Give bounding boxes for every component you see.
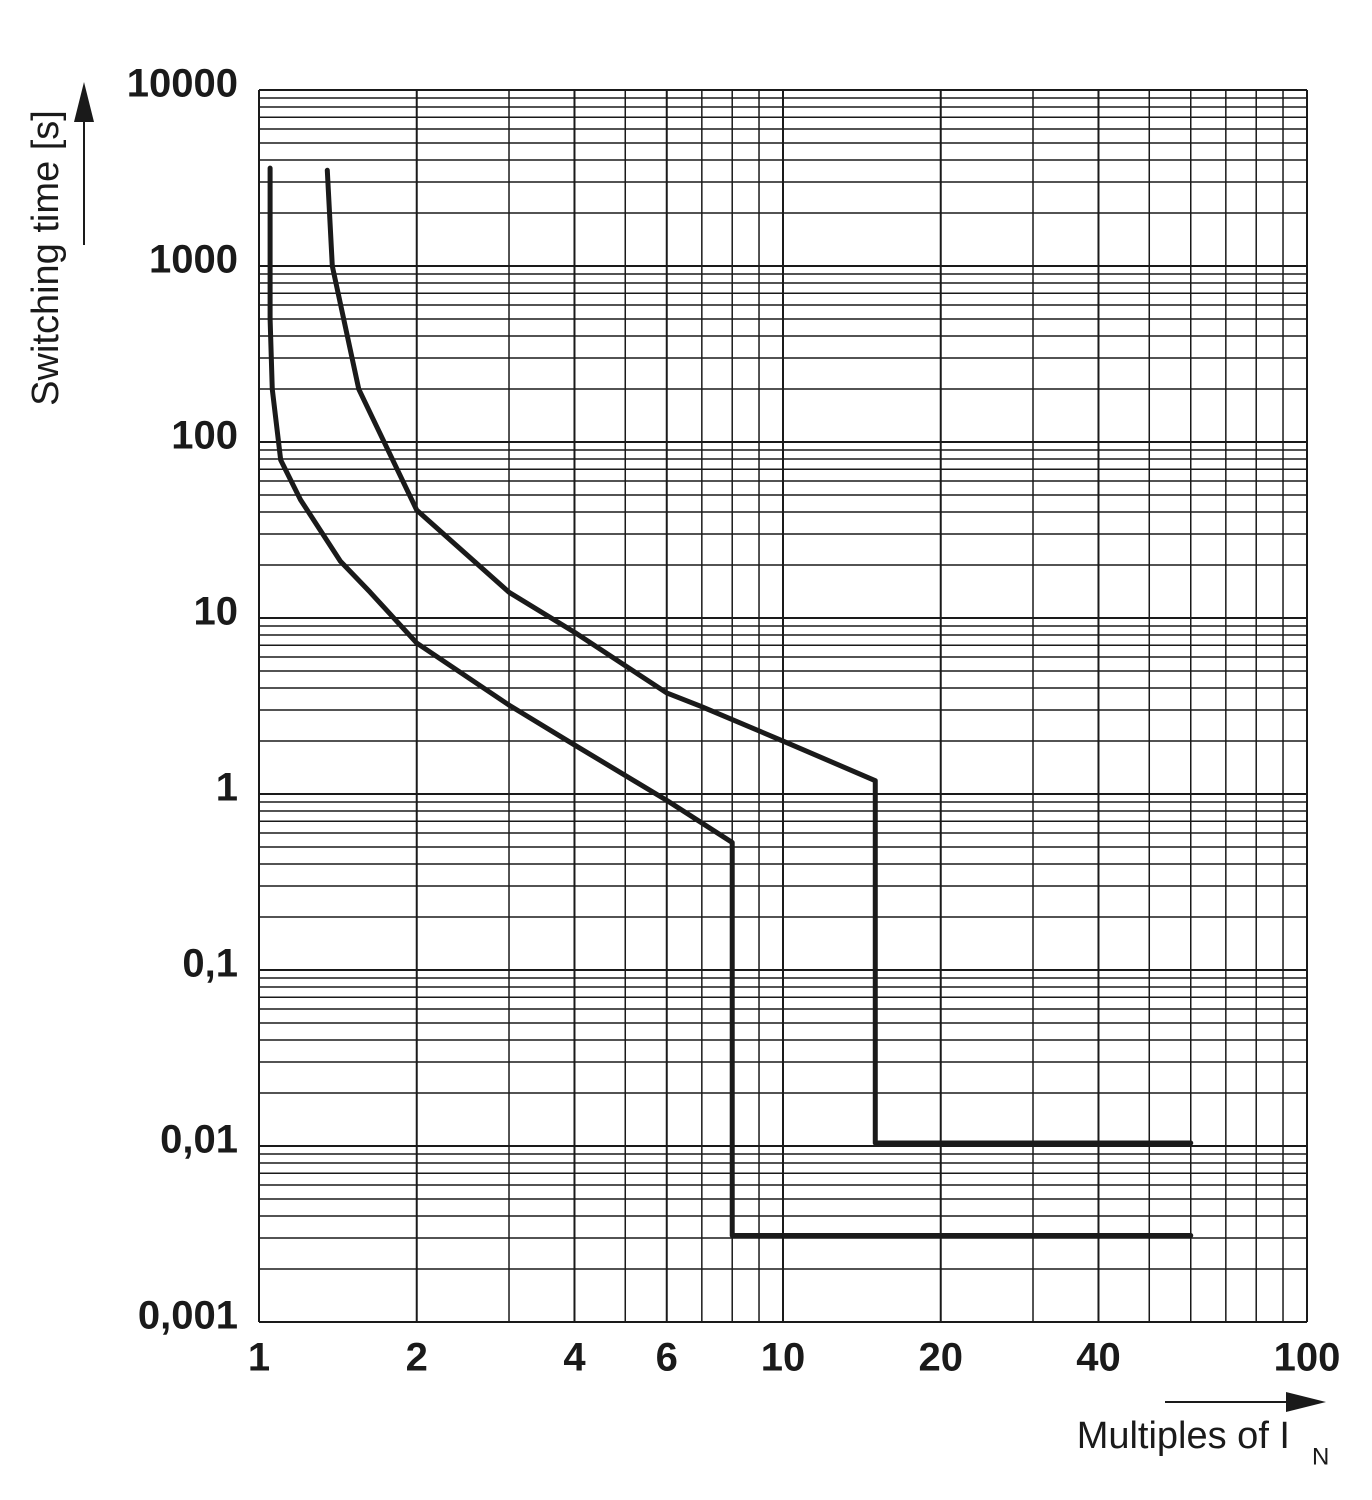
y-axis-title: Switching time [s] xyxy=(25,110,67,406)
x-tick-label: 40 xyxy=(1076,1336,1121,1380)
x-axis-arrowhead xyxy=(1286,1392,1326,1412)
x-tick-label: 6 xyxy=(656,1336,678,1380)
curve xyxy=(267,165,1194,1239)
y-tick-label: 0,001 xyxy=(138,1294,238,1338)
x-tick-label: 10 xyxy=(761,1336,806,1380)
x-tick-label: 4 xyxy=(563,1336,586,1380)
y-tick-label: 0,01 xyxy=(160,1118,238,1162)
x-tick-label: 1 xyxy=(248,1336,270,1380)
y-tick-label: 1000 xyxy=(149,238,238,282)
y-axis-arrowhead xyxy=(74,82,94,122)
y-tick-label: 0,1 xyxy=(182,942,238,986)
x-axis-title: Multiples of I xyxy=(1077,1415,1290,1457)
x-axis-title-subscript: N xyxy=(1312,1443,1329,1470)
x-tick-label: 100 xyxy=(1274,1336,1341,1380)
y-tick-label: 1 xyxy=(216,766,238,810)
curve xyxy=(324,167,1194,1146)
x-tick-label: 20 xyxy=(918,1336,963,1380)
x-tick-label: 2 xyxy=(406,1336,428,1380)
y-tick-label: 100 xyxy=(171,414,238,458)
y-tick-label: 10 xyxy=(194,590,239,634)
y-tick-label: 10000 xyxy=(127,62,238,106)
